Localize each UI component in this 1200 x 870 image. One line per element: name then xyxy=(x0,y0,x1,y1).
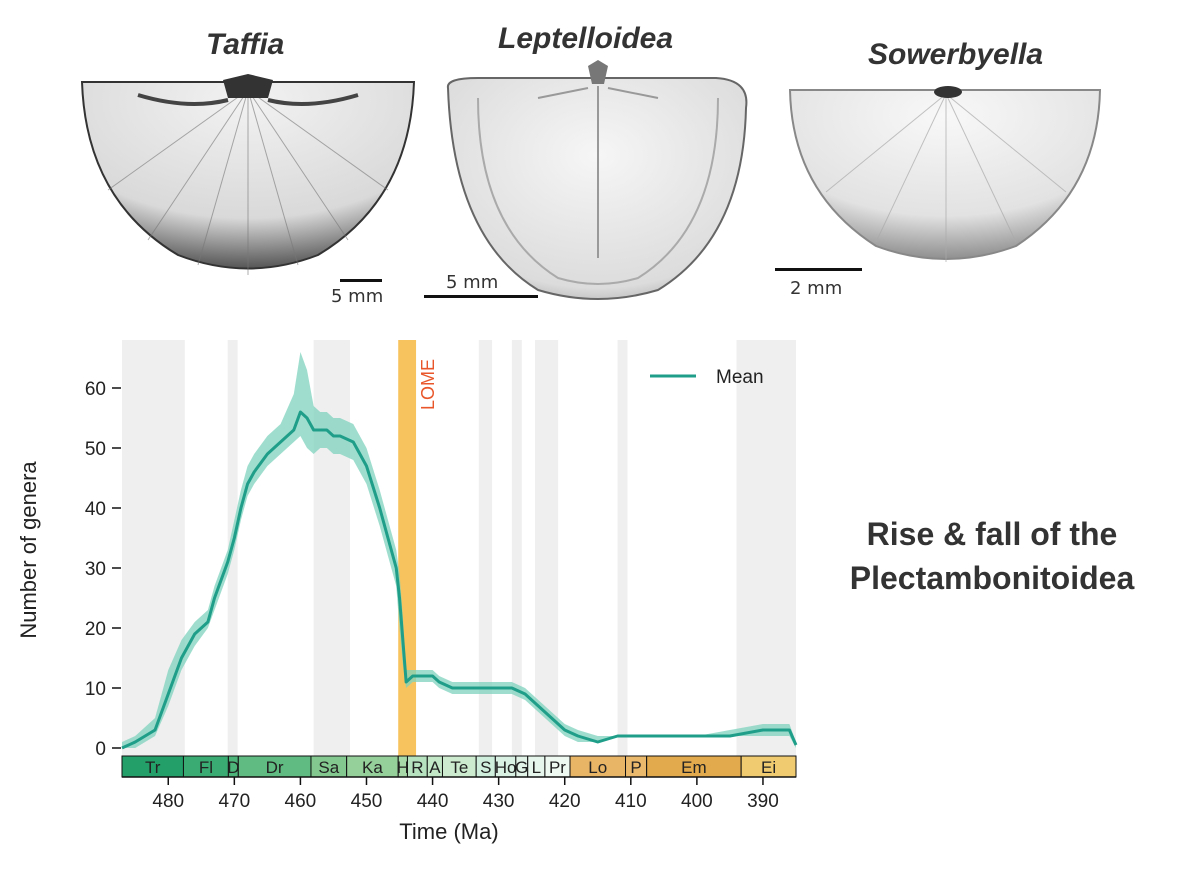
y-tick-label-20: 20 xyxy=(85,619,106,640)
y-tick-label-30: 30 xyxy=(85,559,106,580)
stage-label-P: P xyxy=(630,758,641,777)
stage-label-Pr: Pr xyxy=(549,758,566,777)
legend: Mean xyxy=(650,367,764,388)
specimen-title-sowerbyella: Sowerbyella xyxy=(868,38,1044,71)
shade-interval-0 xyxy=(122,340,185,756)
genera-chart: Tr Fl D Dr Sa Ka H R A Te S HoG L Pr Lo P Em Ei 480 470 460… xyxy=(16,340,798,844)
x-tick-label-410: 410 xyxy=(615,791,647,812)
x-tick-label-440: 440 xyxy=(417,791,449,812)
x-tick-label-420: 420 xyxy=(549,791,581,812)
stage-label-Lo: Lo xyxy=(588,758,607,777)
leptelloidea-scale-bar xyxy=(424,295,538,298)
lome-band-rect xyxy=(398,340,417,756)
x-tick-label-480: 480 xyxy=(152,791,184,812)
stage-label-S: S xyxy=(480,758,491,777)
specimen-title-taffia: Taffia xyxy=(206,28,285,61)
shade-interval-3 xyxy=(478,340,493,756)
taffia-scale-bar xyxy=(340,279,382,282)
lome-label: LOME xyxy=(418,359,438,410)
lome-band xyxy=(398,340,417,756)
headline-line-2: Plectambonitoidea xyxy=(849,560,1135,596)
shade-interval-4 xyxy=(511,340,522,756)
y-tick-label-10: 10 xyxy=(85,679,106,700)
axes: 480 470 460 450 440 430 420 410 400 390 0 10 20 30 40 5… xyxy=(85,379,796,812)
shade-interval-2 xyxy=(313,340,350,756)
stage-label-Fl: Fl xyxy=(199,758,213,777)
taffia-scale-label: 5 mm xyxy=(331,286,384,307)
mean-line xyxy=(121,410,798,750)
y-tick-label-40: 40 xyxy=(85,499,106,520)
shade-interval-5 xyxy=(534,340,559,756)
y-tick-label-60: 60 xyxy=(85,379,106,400)
mean-series-line xyxy=(121,410,798,750)
stage-label-Ei: Ei xyxy=(761,758,776,777)
stage-label-H: H xyxy=(397,758,409,777)
stage-label-R: R xyxy=(411,758,423,777)
y-tick-label-0: 0 xyxy=(95,739,106,760)
stage-label-L: L xyxy=(532,758,541,777)
leptelloidea-scale-label: 5 mm xyxy=(446,272,499,293)
stage-label-A: A xyxy=(429,758,441,777)
headline: Rise & fall of the Plectambonitoidea xyxy=(812,512,1172,600)
x-tick-label-460: 460 xyxy=(285,791,317,812)
stage-label-D: D xyxy=(227,758,239,777)
x-tick-label-450: 450 xyxy=(351,791,383,812)
stage-label-Em: Em xyxy=(681,758,707,777)
y-axis-label: Number of genera xyxy=(16,461,41,639)
stage-label-G: G xyxy=(515,758,528,777)
sowerbyella-scale-label: 2 mm xyxy=(790,278,843,299)
sowerbyella-fossil-image xyxy=(788,86,1102,262)
stage-bar: Tr Fl D Dr Sa Ka H R A Te S HoG L Pr Lo P Em Ei xyxy=(121,755,797,778)
x-tick-label-430: 430 xyxy=(483,791,515,812)
shade-interval-6 xyxy=(617,340,628,756)
headline-line-1: Rise & fall of the xyxy=(866,516,1118,552)
shaded-intervals xyxy=(122,340,796,756)
sowerbyella-scale-bar xyxy=(775,268,862,271)
leptelloidea-fossil-image xyxy=(446,60,748,300)
stage-label-Ka: Ka xyxy=(362,758,383,777)
x-tick-label-470: 470 xyxy=(218,791,250,812)
stage-label-Te: Te xyxy=(450,758,468,777)
x-tick-label-390: 390 xyxy=(747,791,779,812)
taffia-fossil-image xyxy=(80,74,416,275)
shade-interval-7 xyxy=(736,340,796,756)
legend-label: Mean xyxy=(716,367,764,388)
stage-label-Sa: Sa xyxy=(318,758,339,777)
stage-label-Ho: Ho xyxy=(495,758,517,777)
specimen-title-leptelloidea: Leptelloidea xyxy=(498,22,674,55)
x-tick-label-400: 400 xyxy=(681,791,713,812)
y-tick-label-50: 50 xyxy=(85,439,106,460)
x-axis-label: Time (Ma) xyxy=(399,819,498,844)
stage-label-Dr: Dr xyxy=(266,758,284,777)
stage-label-Tr: Tr xyxy=(145,758,161,777)
